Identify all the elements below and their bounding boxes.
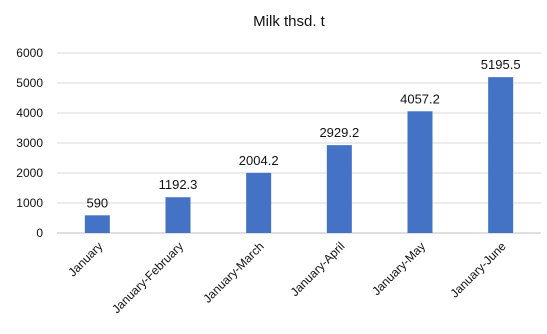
bar [407, 111, 433, 233]
x-tick-label: January [65, 239, 105, 279]
chart-title: Milk thsd. t [253, 13, 326, 30]
data-label: 4057.2 [400, 91, 440, 106]
data-labels: 590 1192.3 2004.2 2929.2 4057.2 5195.5 [86, 57, 520, 210]
bar [326, 145, 352, 233]
bar [165, 197, 191, 233]
y-tick-label: 4000 [16, 106, 43, 120]
y-tick-label: 2000 [16, 166, 43, 180]
data-label: 1192.3 [159, 177, 198, 192]
data-label: 590 [86, 195, 108, 210]
data-label: 5195.5 [481, 57, 521, 72]
y-tick-label: 1000 [16, 196, 43, 210]
x-tick-label: January-March [200, 239, 266, 305]
bar [488, 77, 514, 233]
grid-lines [57, 52, 541, 204]
bar [84, 215, 110, 233]
bar [246, 172, 272, 233]
y-tick-label: 3000 [16, 136, 43, 150]
y-tick-label: 0 [36, 226, 43, 240]
bars [84, 77, 514, 233]
x-axis-labels: January January-February January-March Janu… [65, 239, 509, 316]
data-label: 2929.2 [319, 125, 359, 140]
x-tick-label: January-June [447, 239, 509, 301]
y-tick-label: 6000 [16, 46, 43, 60]
x-tick-label: January-May [369, 239, 428, 298]
x-tick-label: January-April [288, 239, 348, 299]
y-tick-label: 5000 [16, 76, 43, 90]
x-tick-label: January-February [109, 239, 186, 316]
data-label: 2004.2 [239, 153, 279, 168]
y-axis-ticks: 0 1000 2000 3000 4000 5000 6000 [16, 46, 43, 240]
